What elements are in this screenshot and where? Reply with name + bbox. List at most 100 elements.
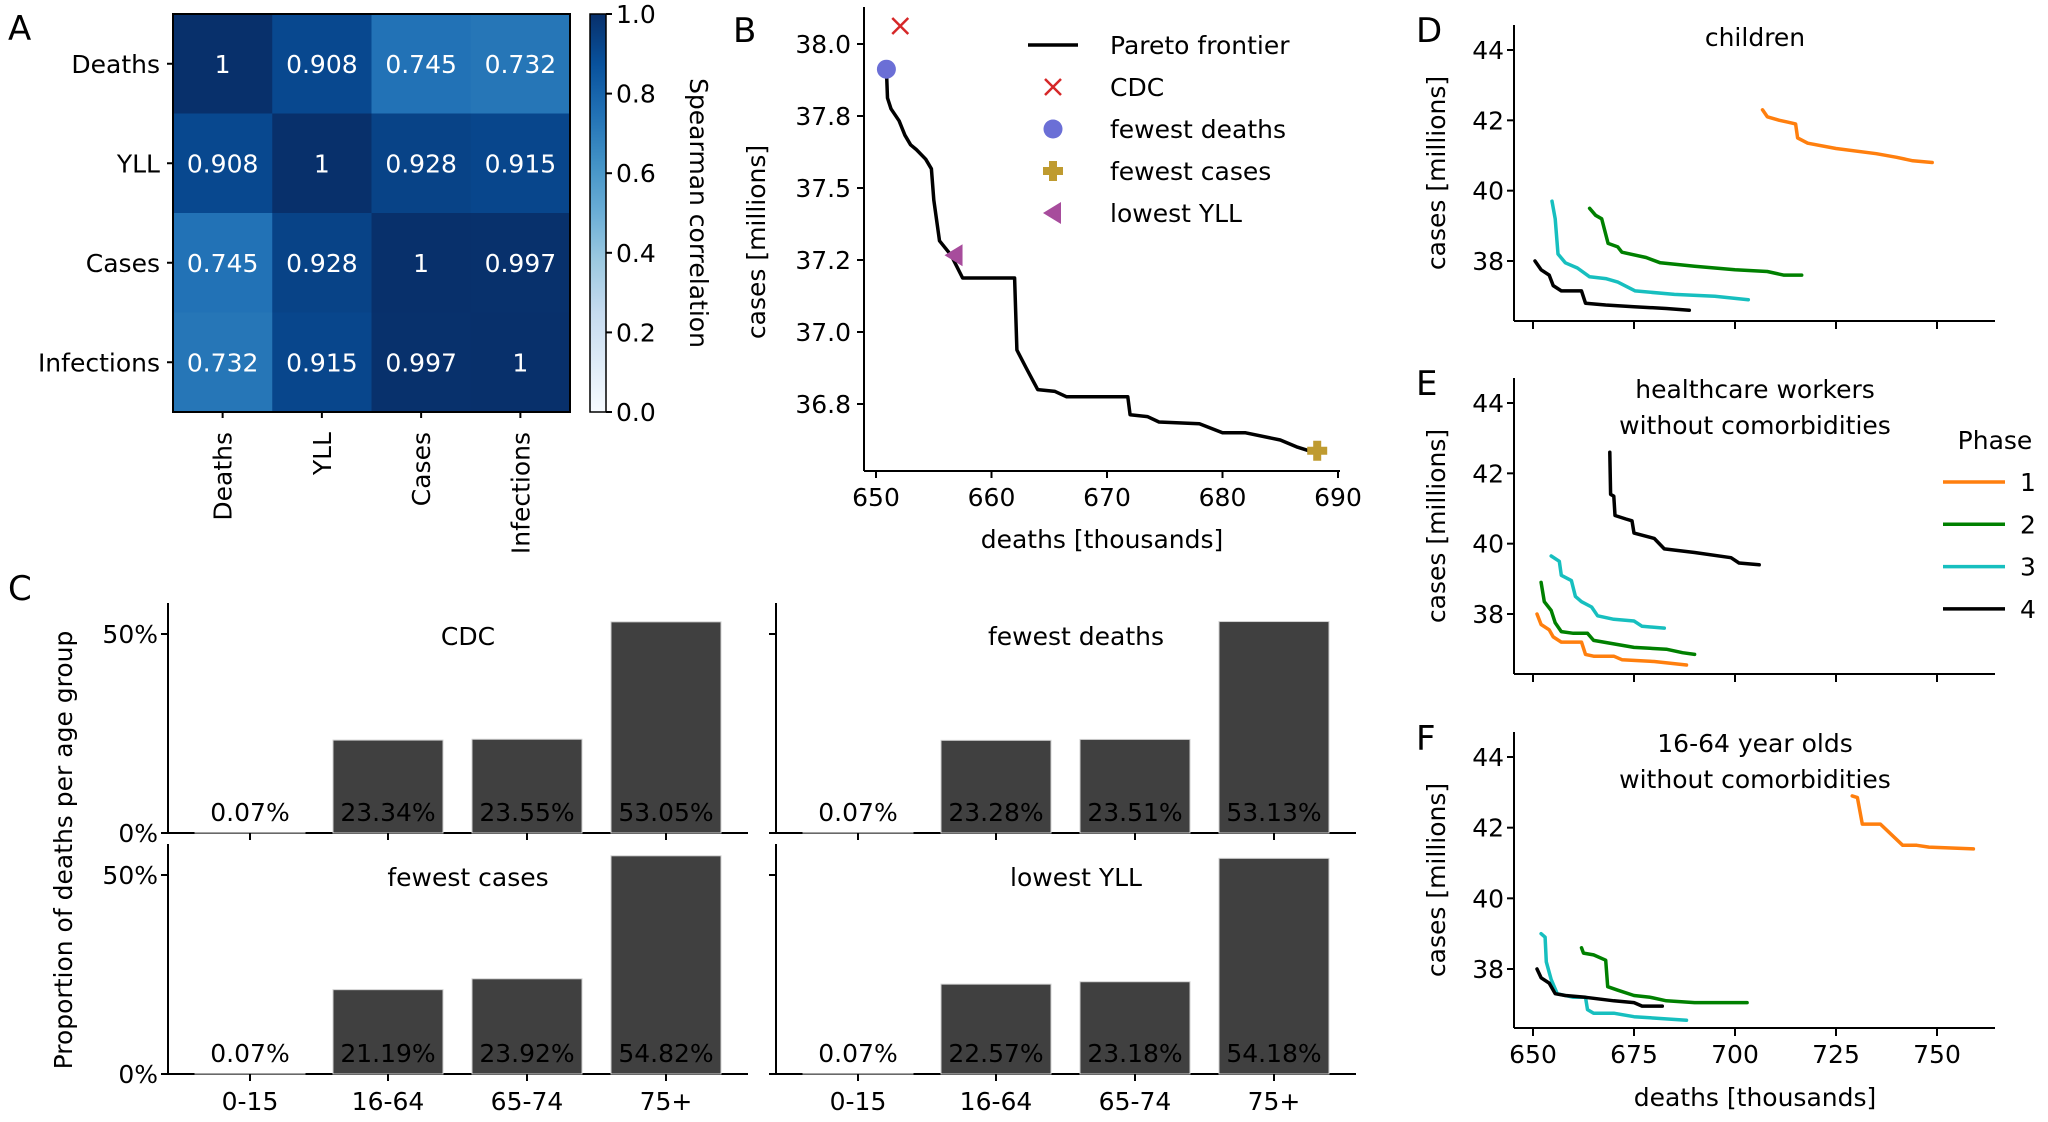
c-bar (332, 739, 444, 834)
legend-label: Pareto frontier (1110, 31, 1290, 60)
def-y-tick-label: 38 (1472, 600, 1504, 629)
c-bar-value-label: 23.34% (340, 798, 435, 827)
heatmap-cell-value: 0.908 (187, 149, 259, 178)
heatmap-col-labels: Deaths YLL Cases Infections (209, 432, 536, 554)
heatmap-cell-value: 0.997 (485, 249, 557, 278)
colorbar-tick-label: 0.0 (616, 398, 656, 427)
def-x-tick-label: 750 (1913, 1040, 1961, 1069)
c-bar-value-label: 53.05% (618, 798, 713, 827)
c-x-tick-label: 75+ (1248, 1087, 1301, 1116)
panels-d-e-f: 38 40 42 44 cases [millions] children 38 40 42 44… (1422, 23, 1995, 1112)
b-y-tick-label: 37.0 (795, 318, 851, 347)
c-bar (1079, 981, 1191, 1075)
def-y-tick-label: 42 (1472, 814, 1504, 843)
b-y-tick-label: 38.0 (795, 30, 851, 59)
heatmap-cell (272, 312, 372, 413)
panel-d-subplot: 38 40 42 44 cases [millions] children (1422, 23, 1995, 329)
b-markers (876, 17, 1328, 461)
c-subplot-title: fewest deaths (988, 622, 1164, 651)
heatmap-cell (470, 312, 571, 413)
colorbar (589, 13, 607, 413)
colorbar-ticks: 0.0 0.2 0.4 0.6 0.8 1.0 (606, 0, 656, 427)
c-subplot-fewest-cases: 0% 50% fewest cases 0.07% 0-15 21.19% 16-64 23.… (102, 844, 748, 1116)
heatmap-ticks (167, 62, 522, 418)
panel-letter-c: C (8, 569, 32, 609)
heatmap-cell-value: 1 (512, 348, 528, 377)
c-bar-value-label: 21.19% (340, 1039, 435, 1068)
marker-cdc (891, 17, 910, 35)
phase-legend-title: Phase (1958, 426, 2033, 455)
heatmap-cell-value: 0.997 (385, 348, 457, 377)
marker-fewest-deaths (876, 59, 896, 79)
c-bar-value-label: 22.57% (948, 1039, 1043, 1068)
phase-3-line (1549, 554, 1667, 630)
def-y-tick-label: 42 (1472, 459, 1504, 488)
c-bar-value-label: 0.07% (818, 798, 897, 827)
panel-c-bars: 0% 50% CDC 0.07% 23.34% 23.55% 53.05% fewest de… (102, 603, 1356, 1116)
c-x-tick-label: 16-64 (352, 1087, 425, 1116)
heatmap-cell-value: 0.745 (187, 249, 259, 278)
b-y-tick-label: 36.8 (795, 390, 851, 419)
colorbar-tick-label: 0.8 (616, 80, 656, 109)
c-y-axis-label: Proportion of deaths per age group (49, 631, 78, 1070)
legend-marker-lowest-yll (1043, 202, 1061, 224)
panel-letter-f: F (1416, 719, 1436, 759)
def-y-tick-label: 40 (1472, 530, 1504, 559)
c-x-tick-label: 0-15 (222, 1087, 279, 1116)
phase-legend-label: 3 (2020, 553, 2036, 582)
heatmap-cell (173, 113, 273, 214)
heatmap-cell (371, 213, 472, 313)
heatmap-cells: 1 0.908 0.745 0.732 0.908 1 0.928 0.915 0.745 0.9… (173, 14, 571, 413)
c-y-tick-label: 50% (102, 861, 158, 890)
heatmap-cell (173, 213, 273, 313)
heatmap-cell-value: 0.732 (485, 50, 557, 79)
c-bar (471, 738, 583, 834)
legend-marker-fewest-deaths (1043, 119, 1063, 139)
row-label-deaths: Deaths (71, 50, 160, 79)
c-bar-value-label: 23.92% (479, 1039, 574, 1068)
c-x-tick-label: 0-15 (830, 1087, 887, 1116)
b-x-tick-label: 650 (852, 483, 900, 512)
panel-letter-a: A (8, 9, 31, 49)
heatmap-cell (272, 213, 372, 313)
phase-1-line (1535, 612, 1689, 667)
heatmap-cell (371, 113, 472, 214)
c-y-tick-label: 0% (118, 1060, 158, 1089)
row-label-yll: YLL (116, 149, 160, 178)
b-x-ticks: 650 660 670 680 690 (852, 471, 1362, 512)
phase-2-line (1539, 580, 1697, 657)
c-bar (1218, 621, 1330, 834)
col-label-yll: YLL (308, 432, 337, 476)
c-bar-value-label: 23.51% (1087, 798, 1182, 827)
def-y-tick-label: 38 (1472, 955, 1504, 984)
def-subplot-title: children (1705, 23, 1805, 52)
b-x-tick-label: 690 (1314, 483, 1362, 512)
def-x-tick-label: 700 (1711, 1040, 1759, 1069)
col-label-cases: Cases (407, 432, 436, 506)
b-y-tick-label: 37.8 (795, 102, 851, 131)
def-y-tick-label: 40 (1472, 884, 1504, 913)
heatmap-cell-value: 0.928 (385, 149, 457, 178)
phase-legend-label: 4 (2020, 595, 2036, 624)
b-x-tick-label: 680 (1199, 483, 1247, 512)
def-x-axis-label: deaths [thousands] (1634, 1083, 1877, 1112)
panel-a-heatmap: 1 0.908 0.745 0.732 0.908 1 0.928 0.915 0.745 0.9… (38, 0, 713, 554)
b-legend: Pareto frontier CDC fewest deaths fewest ca… (1028, 31, 1290, 228)
row-label-infections: Infections (38, 348, 160, 377)
c-x-tick-label: 65-74 (491, 1087, 564, 1116)
heatmap-frame (172, 13, 571, 413)
c-bar-value-label: 23.28% (948, 798, 1043, 827)
marker-lowest-yll (944, 244, 963, 267)
phase-4-line (1535, 967, 1665, 1008)
def-y-tick-label: 38 (1472, 247, 1504, 276)
b-x-tick-label: 670 (1083, 483, 1131, 512)
legend-marker-cdc (1044, 78, 1062, 96)
colorbar-tick-label: 0.4 (616, 239, 656, 268)
phase-legend-label: 1 (2020, 468, 2036, 497)
panel-letter-d: D (1416, 11, 1442, 51)
c-bar-value-label: 54.18% (1226, 1039, 1321, 1068)
b-y-axis-label: cases [millions] (742, 145, 771, 339)
c-x-tick-label: 75+ (640, 1087, 693, 1116)
c-bar (610, 855, 722, 1075)
c-bar-value-label: 23.18% (1087, 1039, 1182, 1068)
